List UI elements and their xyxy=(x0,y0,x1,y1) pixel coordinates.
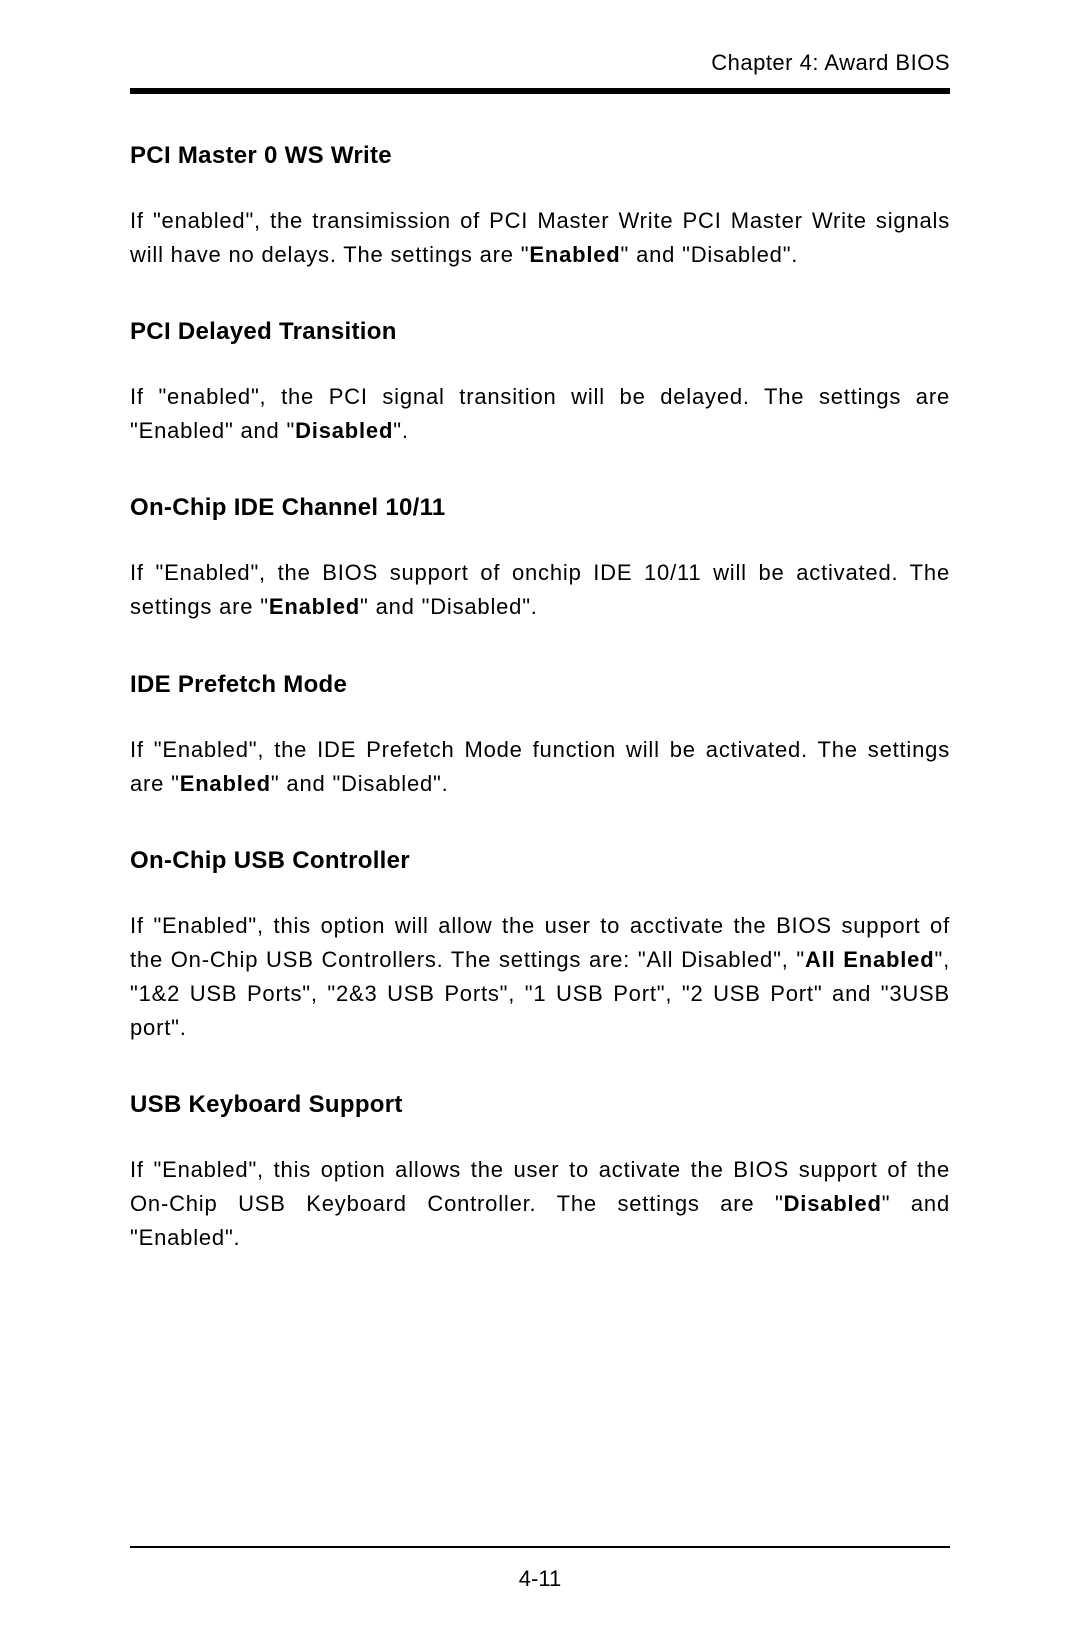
section: On-Chip IDE Channel 10/11 If "Enabled", t… xyxy=(130,494,950,624)
section: IDE Prefetch Mode If "Enabled", the IDE P… xyxy=(130,671,950,801)
footer-rule xyxy=(130,1546,950,1548)
body-text: If "Enabled", the BIOS support of onchip… xyxy=(130,560,950,619)
section-title: PCI Delayed Transition xyxy=(130,318,950,346)
section-body: If "Enabled", the BIOS support of onchip… xyxy=(130,556,950,624)
body-text: If "enabled", the PCI signal transition … xyxy=(130,384,950,443)
section: USB Keyboard Support If "Enabled", this o… xyxy=(130,1091,950,1255)
section-body: If "Enabled", the IDE Prefetch Mode func… xyxy=(130,733,950,801)
section-body: If "enabled", the transimission of PCI M… xyxy=(130,204,950,272)
section-body: If "Enabled", this option allows the use… xyxy=(130,1153,950,1255)
bold-text: Disabled xyxy=(295,418,393,443)
section-title: On-Chip USB Controller xyxy=(130,847,950,875)
content-area: PCI Master 0 WS Write If "enabled", the t… xyxy=(130,142,950,1255)
chapter-label: Chapter 4: Award BIOS xyxy=(711,50,950,75)
bold-text: Enabled xyxy=(269,594,360,619)
page-number: 4-11 xyxy=(0,1566,1080,1592)
section-body: If "Enabled", this option will allow the… xyxy=(130,909,950,1045)
bold-text: Enabled xyxy=(180,771,271,796)
section-title: USB Keyboard Support xyxy=(130,1091,950,1119)
body-text: " and "Disabled". xyxy=(360,594,538,619)
section-body: If "enabled", the PCI signal transition … xyxy=(130,380,950,448)
body-text: ". xyxy=(393,418,409,443)
bold-text: All Enabled xyxy=(805,947,934,972)
section-title: IDE Prefetch Mode xyxy=(130,671,950,699)
section-title: PCI Master 0 WS Write xyxy=(130,142,950,170)
body-text: " and "Disabled". xyxy=(271,771,449,796)
section: On-Chip USB Controller If "Enabled", this… xyxy=(130,847,950,1045)
bold-text: Disabled xyxy=(784,1191,882,1216)
section-title: On-Chip IDE Channel 10/11 xyxy=(130,494,950,522)
bold-text: Enabled xyxy=(529,242,620,267)
section: PCI Delayed Transition If "enabled", the … xyxy=(130,318,950,448)
section: PCI Master 0 WS Write If "enabled", the t… xyxy=(130,142,950,272)
body-text: " and "Disabled". xyxy=(621,242,799,267)
page-header: Chapter 4: Award BIOS xyxy=(130,50,950,94)
